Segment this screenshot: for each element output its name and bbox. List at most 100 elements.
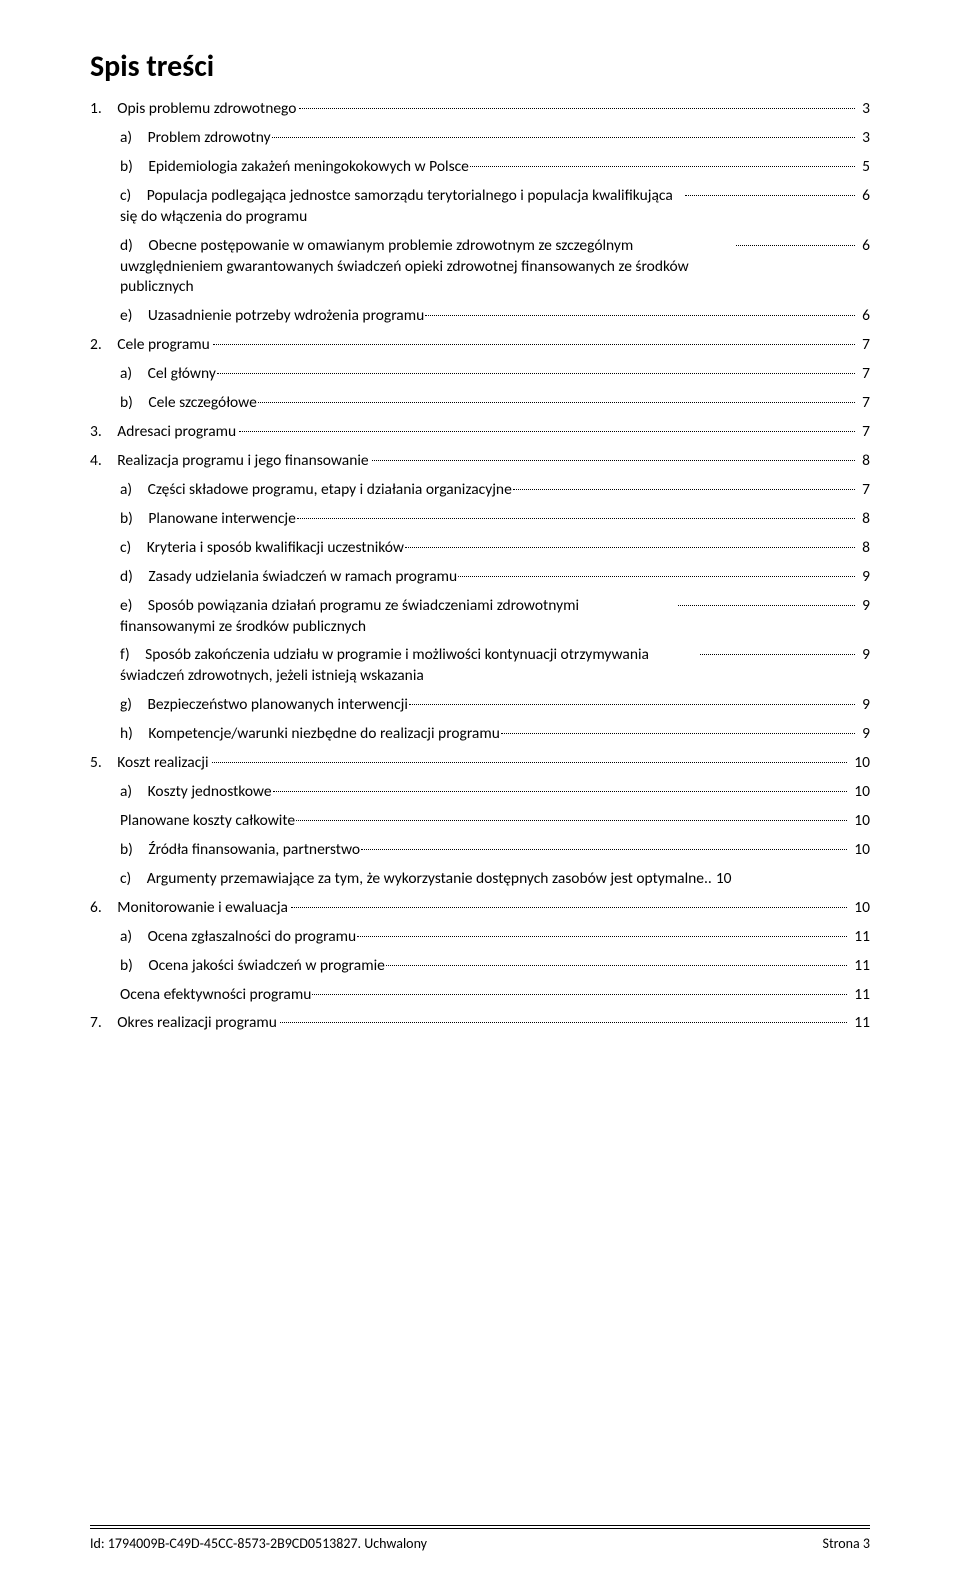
toc-leader-dots <box>425 315 855 316</box>
toc-entry-page: 7 <box>858 335 870 356</box>
toc-leader-dots <box>212 762 848 763</box>
toc-entry-page: 10 <box>850 753 870 774</box>
page: Spis treści 1. Opis problemu zdrowotnego… <box>0 0 960 1592</box>
toc-entry: b) Epidemiologia zakażeń meningokokowych… <box>120 157 870 178</box>
toc-entry: 7. Okres realizacji programu 11 <box>90 1013 870 1034</box>
toc-entry-text: a) Problem zdrowotny <box>120 128 271 149</box>
toc-leader-dots <box>272 137 856 138</box>
toc-entry-text: a) Cel główny <box>120 364 216 385</box>
toc-entry-text: f) Sposób zakończenia udziału w programi… <box>120 645 699 687</box>
toc-leader-dots <box>736 245 855 246</box>
toc-entry-text: h) Kompetencje/warunki niezbędne do real… <box>120 724 500 745</box>
toc-leader-dots <box>409 704 855 705</box>
toc-entry-page: 7 <box>858 393 870 414</box>
toc-entry: h) Kompetencje/warunki niezbędne do real… <box>120 724 870 745</box>
toc-entry-text: c) Populacja podlegająca jednostce samor… <box>120 186 684 228</box>
toc-entry-text: e) Uzasadnienie potrzeby wdrożenia progr… <box>120 306 424 327</box>
toc-leader-dots <box>458 576 855 577</box>
toc-entry: d) Obecne postępowanie w omawianym probl… <box>120 236 870 299</box>
toc-entry-page: 7 <box>858 422 870 443</box>
toc-entry: a) Ocena zgłaszalności do programu 11 <box>120 927 870 948</box>
toc-leader-dots <box>258 402 855 403</box>
toc-entry-page: 6 <box>858 236 870 257</box>
footer-page-number: Strona 3 <box>823 1535 870 1552</box>
toc-entry: a) Koszty jednostkowe 10 <box>120 782 870 803</box>
toc-entry-page: 10 <box>850 840 870 861</box>
toc-entry-page: 10 <box>850 898 870 919</box>
footer-rule-bottom <box>90 1528 870 1529</box>
toc-entry-text: 3. Adresaci programu <box>90 422 236 443</box>
toc-entry-text: Planowane koszty całkowite <box>120 811 295 832</box>
toc-title: Spis treści <box>90 48 870 85</box>
toc-leader-dots <box>239 431 855 432</box>
toc-entry: b) Ocena jakości świadczeń w programie 11 <box>120 956 870 977</box>
toc-leader-dots <box>700 654 856 655</box>
toc-entry-text: 5. Koszt realizacji <box>90 753 209 774</box>
toc-entry: a) Problem zdrowotny 3 <box>120 128 870 149</box>
toc-entry-page: 11 <box>850 956 870 977</box>
toc-leader-dots <box>213 344 855 345</box>
toc-entry-page: 3 <box>858 128 870 149</box>
toc-entry: 5. Koszt realizacji 10 <box>90 753 870 774</box>
toc-entry-page: 10 <box>712 869 732 890</box>
toc-entry-text: d) Obecne postępowanie w omawianym probl… <box>120 236 735 299</box>
toc-entry-page: 9 <box>858 645 870 666</box>
toc-entry-text: b) Planowane interwencje <box>120 509 296 530</box>
toc-entry: b) Cele szczegółowe7 <box>120 393 870 414</box>
toc-entry: 1. Opis problemu zdrowotnego 3 <box>90 99 870 120</box>
toc-entry-text: b) Ocena jakości świadczeń w programie <box>120 956 385 977</box>
toc-leader-short: .. <box>704 869 712 890</box>
toc-entry: e) Uzasadnienie potrzeby wdrożenia progr… <box>120 306 870 327</box>
toc-entry-page: 5 <box>858 157 870 178</box>
toc-entry-page: 8 <box>858 451 870 472</box>
footer-id: Id: 1794009B-C49D-45CC-8573-2B9CD0513827… <box>90 1535 427 1552</box>
toc-leader-dots <box>312 994 847 995</box>
toc-entry-text: Ocena efektywności programu <box>120 985 311 1006</box>
toc-entry-text: b) Epidemiologia zakażeń meningokokowych… <box>120 157 469 178</box>
toc-entry-page: 10 <box>850 782 870 803</box>
toc-leader-dots <box>501 733 855 734</box>
toc-entry-page: 11 <box>850 927 870 948</box>
toc-entry-text: c) Argumenty przemawiające za tym, że wy… <box>120 869 704 890</box>
toc-entry-text: a) Ocena zgłaszalności do programu <box>120 927 356 948</box>
toc-entry: 2. Cele programu 7 <box>90 335 870 356</box>
toc-entry: d) Zasady udzielania świadczeń w ramach … <box>120 567 870 588</box>
toc-entry-text: 2. Cele programu <box>90 335 210 356</box>
toc-entry: 4. Realizacja programu i jego finansowan… <box>90 451 870 472</box>
toc-leader-dots <box>296 820 847 821</box>
toc-leader-dots <box>297 518 855 519</box>
toc-entry-text: g) Bezpieczeństwo planowanych interwencj… <box>120 695 408 716</box>
toc-entry-page: 8 <box>858 538 870 559</box>
toc-entry-text: 1. Opis problemu zdrowotnego <box>90 99 296 120</box>
toc-entry-page: 6 <box>858 306 870 327</box>
toc-entry-page: 8 <box>858 509 870 530</box>
toc-leader-dots <box>386 965 847 966</box>
toc-entry: b) Źródła finansowania, partnerstwo10 <box>120 840 870 861</box>
toc-entry: 6. Monitorowanie i ewaluacja 10 <box>90 898 870 919</box>
toc-entry: c) Populacja podlegająca jednostce samor… <box>120 186 870 228</box>
toc-leader-dots <box>513 489 855 490</box>
toc-entry: f) Sposób zakończenia udziału w programi… <box>120 645 870 687</box>
toc-entry-page: 9 <box>858 695 870 716</box>
toc-entry: g) Bezpieczeństwo planowanych interwencj… <box>120 695 870 716</box>
toc-entry-page: 10 <box>850 811 870 832</box>
toc-entry-page: 7 <box>858 480 870 501</box>
toc-leader-dots <box>217 373 855 374</box>
toc-entry: c) Argumenty przemawiające za tym, że wy… <box>120 869 870 890</box>
toc-leader-dots <box>273 791 848 792</box>
toc-entry-page: 3 <box>858 99 870 120</box>
toc-entry-page: 7 <box>858 364 870 385</box>
footer-rule-top <box>90 1525 870 1526</box>
toc-entry-text: 6. Monitorowanie i ewaluacja <box>90 898 288 919</box>
toc-entry: a) Cel główny 7 <box>120 364 870 385</box>
toc-entry-text: a) Koszty jednostkowe <box>120 782 272 803</box>
toc-leader-dots <box>405 547 855 548</box>
toc-entry-text: 7. Okres realizacji programu <box>90 1013 277 1034</box>
toc-list: 1. Opis problemu zdrowotnego3a) Problem … <box>90 99 870 1034</box>
toc-entry-text: c) Kryteria i sposób kwalifikacji uczest… <box>120 538 404 559</box>
toc-leader-dots <box>361 849 847 850</box>
toc-entry-page: 9 <box>858 596 870 617</box>
toc-entry-text: d) Zasady udzielania świadczeń w ramach … <box>120 567 457 588</box>
toc-entry-text: a) Części składowe programu, etapy i dzi… <box>120 480 512 501</box>
toc-entry-page: 11 <box>850 1013 870 1034</box>
